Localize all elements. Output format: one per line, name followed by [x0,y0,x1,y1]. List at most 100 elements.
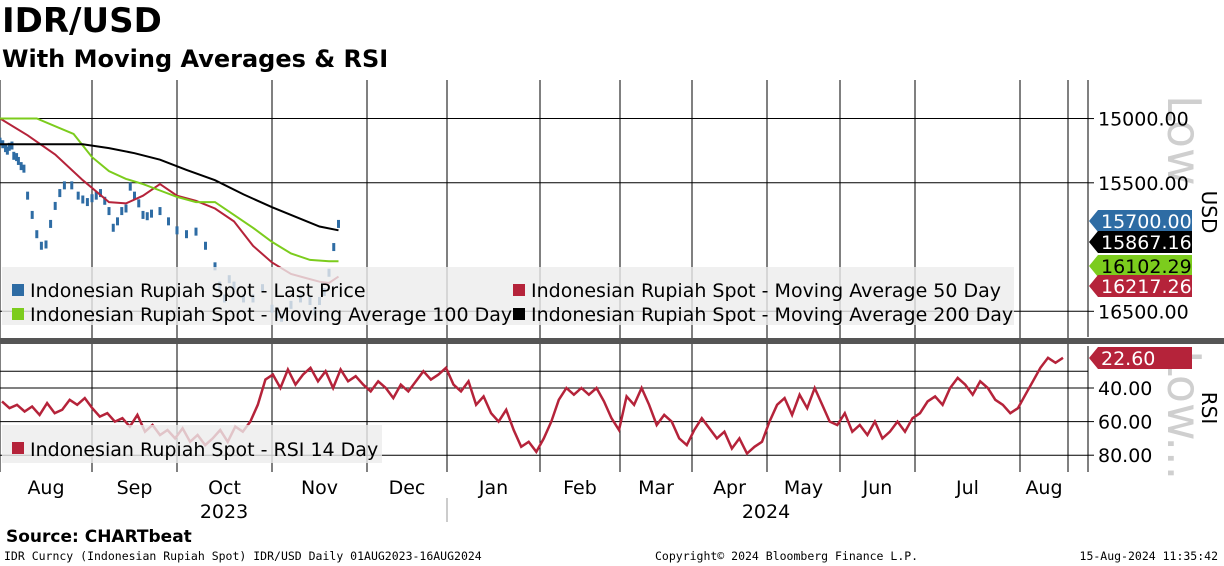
value-tag-text: 15867.16 [1101,232,1192,254]
legend-swatch [12,308,24,320]
watermark: Low Low... [1157,95,1211,480]
price-bar [337,219,340,228]
ma50-tag: 16217.26 [1089,275,1192,298]
price-bar [10,141,14,150]
rsi-legend-box [2,425,382,463]
x-tick-label: Aug [1025,477,1062,499]
footer-timestamp: 15-Aug-2024 11:35:42 [1079,549,1218,563]
value-tag-bg [1089,210,1192,232]
price-bar [53,201,57,210]
x-tick-label: Dec [389,477,426,499]
price-bar [145,212,149,221]
price-bar [4,144,8,153]
rsi-tick-label: 40.00 [1098,378,1152,400]
value-tag-bg [1089,275,1192,297]
rsi-tick-label: 80.00 [1098,445,1152,467]
x-tick-label: Sep [117,477,153,499]
x-tick-label: Apr [713,477,746,499]
price-bar [175,226,179,235]
price-bar [194,227,198,236]
price-bar [137,199,141,208]
x-tick-label: Aug [27,477,64,499]
ma100-tag: 16102.29 [1089,255,1192,278]
price-bar [133,191,136,200]
legend-entry: Indonesian Rupiah Spot - RSI 14 Day [30,439,378,461]
x-tick-label: Jul [955,477,979,499]
price-bar [90,194,94,203]
series-line-ma200 [0,143,339,232]
watermark-top: Low [1157,95,1211,186]
legend-swatch [12,442,24,454]
price-bar [16,156,20,165]
legend-entry: Indonesian Rupiah Spot - Moving Average … [30,304,512,326]
price-bar [94,191,98,200]
year-label: 2023 [200,501,248,523]
legend-entry: Indonesian Rupiah Spot - Moving Average … [531,304,1013,326]
value-tag-text: 22.60 [1101,348,1155,370]
price-tick-label: 16500.00 [1098,301,1189,323]
value-tag-text: 15700.00 [1101,211,1192,233]
series-line-ma50 [0,117,340,285]
x-tick-label: May [784,477,823,499]
chart-subtitle: With Moving Averages & RSI [2,45,389,73]
panel-divider [0,338,1224,344]
price-axis-title: USD [1197,191,1221,234]
price-bar [111,223,115,232]
legend-swatch [513,308,525,320]
legend-entry: Indonesian Rupiah Spot - Last Price [30,280,366,302]
price-bar [49,219,53,228]
price-bar [103,196,107,205]
last-price-tag: 15700.00 [1089,210,1192,233]
watermark-bottom: Low... [1157,350,1211,480]
x-tick-label: Jun [862,477,893,499]
footer-security: IDR Curncy (Indonesian Rupiah Spot) IDR/… [4,549,482,563]
price-bar [44,240,48,249]
price-bar [141,210,145,219]
price-bar [26,191,30,200]
price-bar [58,189,62,198]
price-bar [213,262,217,271]
price-tick-label: 15500.00 [1098,173,1189,195]
legend-swatch [12,284,24,296]
price-bar [204,241,207,250]
price-bar [116,217,119,226]
price-bar [185,230,188,239]
price-bar [35,230,39,239]
rsi-tick-label: 60.00 [1098,412,1152,434]
value-tag-text: 16217.26 [1101,276,1192,298]
x-tick-label: Nov [301,477,338,499]
price-bar [30,210,34,219]
price-bar [124,204,128,213]
source-note: Source: CHARTbeat [6,527,192,547]
price-bar [15,153,19,162]
legend-entry: Indonesian Rupiah Spot - Moving Average … [531,280,1001,302]
price-bar [12,151,16,160]
value-tag-bg [1089,231,1192,253]
x-tick-label: Mar [638,477,674,499]
price-legend-box [2,267,1014,325]
price-bar [0,137,2,146]
value-tag-text: 16102.29 [1101,256,1192,278]
rsi-tag: 22.60 [1089,347,1192,370]
price-bar [128,182,132,191]
series-line-ma100 [0,117,339,263]
x-tick-label: Feb [563,477,597,499]
price-bar [85,198,89,207]
year-label: 2024 [742,501,790,523]
ma200-tag: 15867.16 [1089,231,1192,254]
price-bar [5,146,9,155]
price-bar [107,207,111,216]
price-bar [19,162,23,171]
price-tick-label: 15000.00 [1098,109,1189,131]
price-bar [167,217,170,226]
footer-copyright: Copyright© 2024 Bloomberg Finance L.P. [655,549,919,563]
price-bar [99,189,102,198]
price-bar [7,142,11,151]
price-bar [39,241,43,250]
price-bar [62,181,66,190]
price-bar [158,207,162,216]
price-bar [150,209,153,218]
x-tick-label: Oct [208,477,241,499]
price-bar [81,195,85,204]
